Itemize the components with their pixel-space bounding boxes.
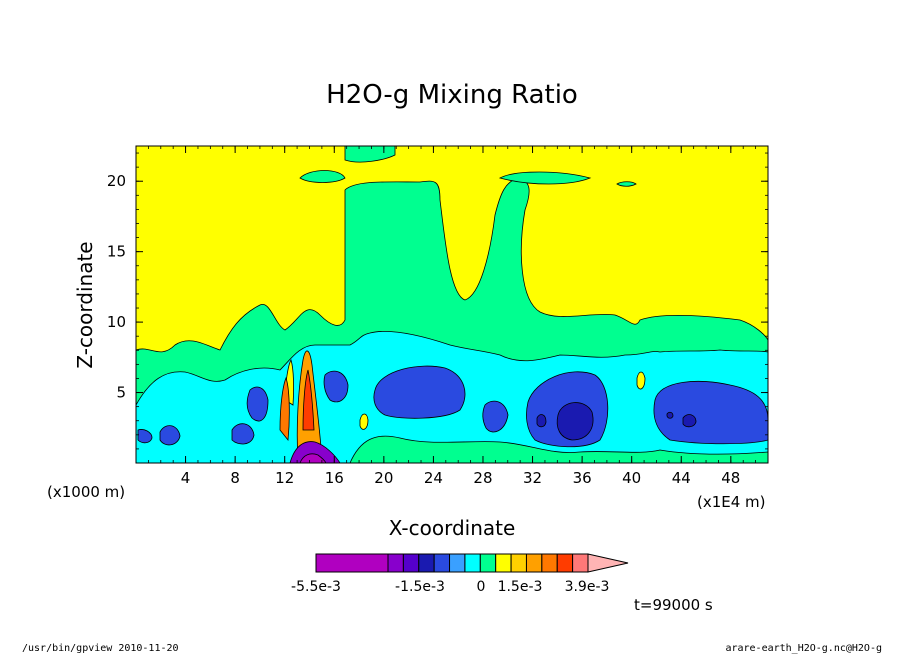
x-tick-label: 32 (523, 469, 542, 487)
x-axis-label: X-coordinate (389, 516, 516, 540)
contour-region-magenta-base (299, 453, 327, 463)
contour-region-red-core (302, 369, 315, 431)
x-tick-label: 4 (181, 469, 191, 487)
contour-region-blue-8 (482, 400, 509, 433)
contour-region-blue-6 (159, 425, 181, 446)
colorbar-segment (525, 553, 543, 573)
contour-field (136, 146, 768, 463)
colorbar-labels: -5.5e-3 -1.5e-3 0 1.5e-3 3.9e-3 (291, 579, 609, 595)
contour-region-green-patch-2 (498, 171, 592, 185)
colorbar-segment (479, 553, 497, 573)
x-tick-label: 40 (622, 469, 641, 487)
colorbar-label: 1.5e-3 (498, 579, 543, 595)
x-tick-label: 28 (473, 469, 492, 487)
y-tick-label: 10 (107, 313, 126, 331)
contour-region-yellow-small-1 (636, 371, 646, 390)
y-tick-label: 20 (107, 172, 126, 190)
x-tick-label: 12 (275, 469, 294, 487)
colorbar-arrow (587, 553, 629, 573)
colorbar-segment (541, 553, 558, 573)
contour-region-darkblue-3 (682, 414, 697, 428)
colorbar-segment (433, 553, 451, 573)
colorbar-segment (402, 553, 420, 573)
x-tick-label: 24 (424, 469, 443, 487)
contour-region-green-patch-3 (616, 181, 637, 187)
x-tick-label: 8 (230, 469, 240, 487)
contour-region-green-top (344, 146, 396, 163)
footer-right: arare-earth_H2O-g.nc@H2O-g (725, 643, 882, 654)
contour-region-darkblue-1 (556, 402, 594, 441)
colorbar-segment (495, 553, 512, 573)
colorbar-segment (387, 553, 404, 573)
colorbar-segment (464, 553, 481, 573)
x-unit-label: (x1E4 m) (697, 493, 766, 511)
colorbar-label: -5.5e-3 (291, 579, 341, 595)
y-axis-label: Z-coordinate (73, 241, 97, 368)
x-axis-ticks: 4 8 12 16 20 24 28 32 36 40 44 48 (147, 146, 757, 487)
contour-region-darkblue-2 (536, 414, 547, 428)
contour-region-blue-7 (137, 429, 153, 444)
y-tick-label: 5 (116, 384, 126, 402)
colorbar-segment (449, 553, 466, 573)
contour-region-blue-1 (373, 365, 466, 419)
colorbar-label: -1.5e-3 (395, 579, 445, 595)
contour-region-darkblue-4 (666, 411, 674, 419)
chart-title: H2O-g Mixing Ratio (326, 80, 578, 110)
colorbar-segment (572, 553, 589, 573)
x-tick-label: 20 (374, 469, 393, 487)
contour-region-orange-left (279, 376, 290, 442)
x-tick-label: 16 (325, 469, 344, 487)
contour-region-yellow-small-2 (359, 413, 369, 430)
contour-region-green-band (349, 435, 768, 463)
y-axis-ticks: 5 10 15 20 (107, 152, 768, 450)
colorbar-label: 3.9e-3 (565, 579, 610, 595)
colorbar (315, 553, 629, 573)
contour-region-blue-3 (653, 380, 768, 445)
time-label: t=99000 s (634, 596, 713, 614)
y-tick-label: 15 (107, 243, 126, 261)
contour-region-purple-base (289, 441, 341, 463)
colorbar-segment (510, 553, 527, 573)
colorbar-segment (556, 553, 574, 573)
contour-region-blue-5 (231, 423, 255, 445)
colorbar-label: 0 (477, 579, 486, 595)
colorbar-segment (315, 553, 389, 573)
footer-left: /usr/bin/gpview 2010-11-20 (22, 643, 179, 654)
contour-region-blue-9 (323, 370, 349, 403)
plot-frame (135, 145, 769, 464)
x-tick-label: 44 (672, 469, 691, 487)
x-tick-label: 36 (573, 469, 592, 487)
contour-region-green-patch-1 (299, 170, 346, 183)
colorbar-segment (418, 553, 435, 573)
y-unit-label: (x1000 m) (47, 483, 125, 501)
contour-region-blue-4 (246, 386, 269, 422)
x-tick-label: 48 (721, 469, 740, 487)
